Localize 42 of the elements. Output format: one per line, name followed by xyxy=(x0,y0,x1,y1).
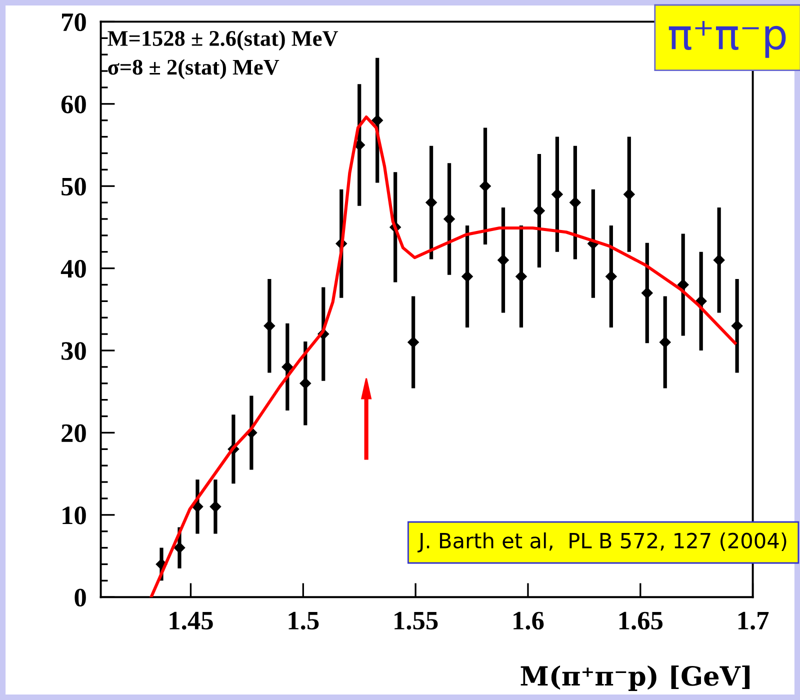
annotation: J. Barth et al, PL B 572, 127 (2004) xyxy=(418,532,786,552)
x-tick-label: 1.45 xyxy=(170,612,213,630)
point xyxy=(552,188,563,200)
point xyxy=(570,196,581,208)
x-tick-label: 1.55 xyxy=(394,612,438,630)
point xyxy=(282,361,294,373)
y-tick-label: 40 xyxy=(60,260,86,278)
annotation: σ=8 ± 2(stat) MeV xyxy=(108,59,280,80)
y-tick-label: 60 xyxy=(61,96,86,114)
point xyxy=(408,336,419,348)
point xyxy=(642,287,653,299)
x-tick-label: 1.5 xyxy=(288,612,319,630)
point xyxy=(534,205,545,216)
point xyxy=(210,501,222,512)
point xyxy=(444,213,455,225)
point xyxy=(606,270,617,282)
annotation: π⁺π⁻p xyxy=(668,20,786,58)
y-tick-label: 50 xyxy=(62,178,86,196)
point xyxy=(462,270,473,282)
y-tick-label: 0 xyxy=(74,588,86,607)
y-tick-label: 70 xyxy=(62,13,86,32)
point xyxy=(300,378,311,389)
point xyxy=(624,188,635,200)
point xyxy=(677,279,689,290)
x-tick-label: 1.65 xyxy=(619,612,663,630)
x-tick-label: 1.7 xyxy=(738,612,769,630)
point xyxy=(660,336,671,348)
point xyxy=(731,320,743,332)
annotation: M=1528 ± 2.6(stat) MeV xyxy=(108,30,338,50)
point xyxy=(695,296,707,307)
point xyxy=(174,542,186,554)
point xyxy=(264,320,276,332)
point xyxy=(516,270,527,282)
x-axis-title: M(π⁺π⁻p) [GeV] xyxy=(520,665,750,692)
point xyxy=(192,501,204,512)
x-tick-label: 1.6 xyxy=(514,612,544,630)
point xyxy=(426,196,437,208)
point xyxy=(713,254,725,266)
y-tick-label: 30 xyxy=(62,342,86,360)
point xyxy=(372,114,383,126)
y-tick-label: 10 xyxy=(62,506,86,524)
y-tick-label: 20 xyxy=(62,424,86,442)
